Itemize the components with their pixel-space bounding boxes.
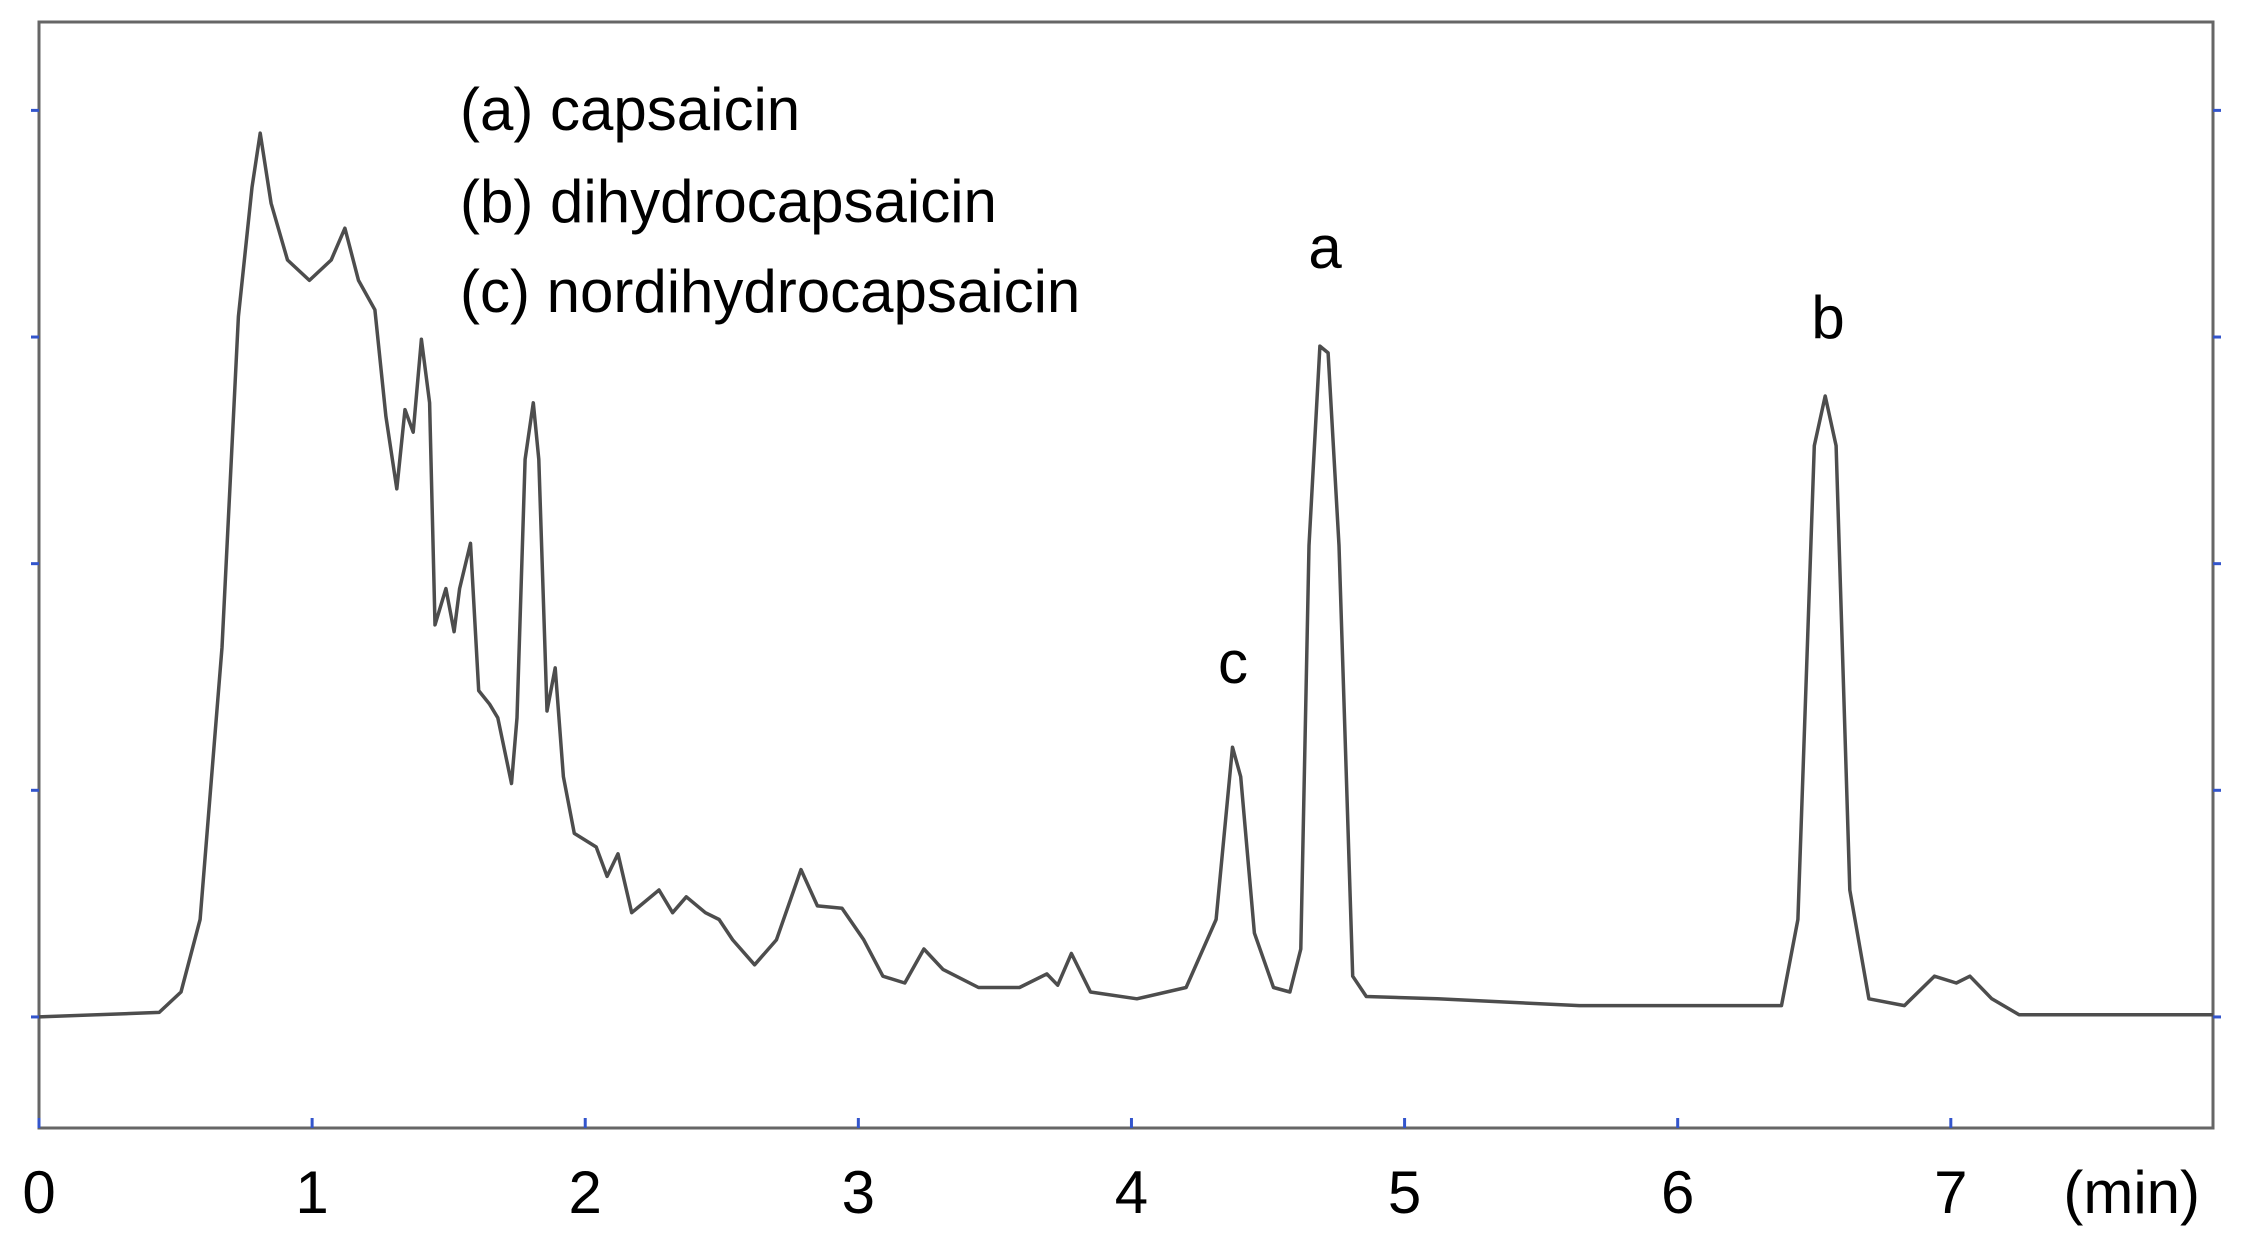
plot-frame [37,20,2215,1130]
x-tick-label: 6 [1661,1159,1694,1226]
x-axis-label: (min) [2063,1159,2200,1226]
x-tick-label: 3 [842,1159,875,1226]
trace [38,131,2213,1019]
x-tick-label: 7 [1934,1159,1967,1226]
x-tick-label: 0 [22,1159,55,1226]
x-tick-label: 4 [1115,1159,1148,1226]
annotation: b [1811,284,1844,351]
annotation: c [1218,629,1248,696]
annotation: (a) capsaicin [460,76,800,143]
annotation: (c) nordihydrocapsaicin [460,258,1080,325]
x-tick-label: 2 [569,1159,602,1226]
x-tick-label: 5 [1388,1159,1421,1226]
annotation: (b) dihydrocapsaicin [460,168,997,235]
annotation: a [1308,214,1342,281]
x-tick-label: 1 [295,1159,328,1226]
